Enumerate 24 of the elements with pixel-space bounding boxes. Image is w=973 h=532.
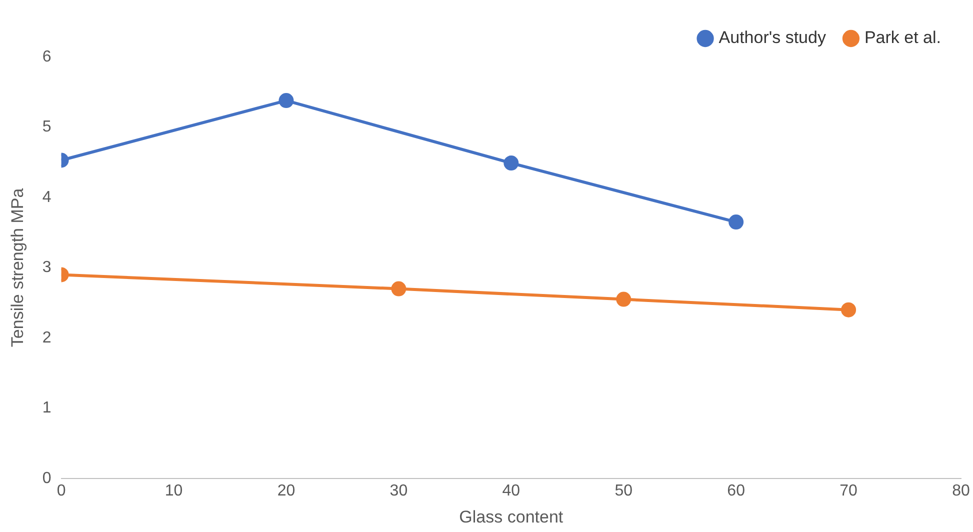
y-tick-label: 1: [42, 400, 52, 417]
legend-label: Park et al.: [864, 28, 942, 48]
x-tick-label: 60: [727, 482, 746, 500]
x-tick-label: 50: [614, 482, 633, 500]
point: [841, 302, 856, 318]
y-tick-label: 3: [42, 259, 52, 276]
x-tick-label: 40: [502, 482, 520, 500]
y-tick-label: 4: [42, 188, 52, 206]
x-tick-label: 20: [277, 482, 296, 500]
point: [728, 214, 744, 230]
point: [616, 292, 632, 307]
legend-label: Author's study: [718, 28, 826, 48]
y-tick-label: 0: [42, 470, 52, 487]
y-tick-label: 6: [42, 48, 52, 66]
y-axis-title: Tensile strength MPa: [8, 188, 27, 348]
y-tick-label: 5: [42, 118, 52, 136]
x-tick-label: 80: [952, 482, 970, 500]
x-tick-label: 10: [164, 482, 183, 500]
y-tick-label: 2: [42, 329, 52, 346]
point: [504, 156, 519, 171]
x-tick-label: 70: [840, 482, 858, 500]
x-tick-label: 30: [390, 482, 408, 500]
x-axis-title: Glass content: [459, 507, 564, 526]
x-tick-label: 0: [56, 482, 66, 500]
